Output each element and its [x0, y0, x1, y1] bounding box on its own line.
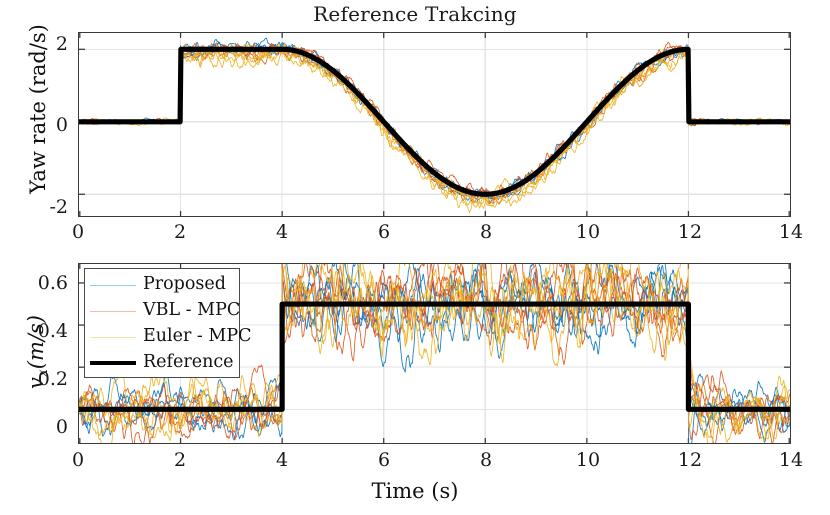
legend: Proposed VBL - MPC Euler - MPC Reference: [84, 268, 252, 378]
yaw-rate-xtick-0: 0: [71, 221, 85, 243]
legend-swatch-proposed: [90, 284, 136, 286]
legend-item-vbl-mpc[interactable]: VBL - MPC: [85, 298, 241, 324]
longitudinal-velocity-canvas: [79, 264, 790, 443]
vx-xtick-12: 12: [677, 449, 703, 471]
yaw-rate-ytick-2: 2: [55, 33, 68, 55]
vx-ytick-02: 0.2: [37, 368, 68, 390]
vx-xtick-14: 14: [778, 449, 804, 471]
legend-label-euler-mpc: Euler - MPC: [143, 326, 252, 347]
vx-ytick-04: 0.4: [37, 320, 68, 342]
vx-xtick-10: 10: [575, 449, 601, 471]
vx-xtick-0: 0: [71, 449, 85, 471]
x-axis-label: Time (s): [371, 479, 459, 503]
yaw-rate-xtick-8: 8: [479, 221, 493, 243]
legend-swatch-vbl-mpc: [90, 310, 136, 312]
yaw-rate-ytick-minus2: -2: [49, 196, 68, 218]
yaw-rate-xtick-2: 2: [173, 221, 187, 243]
chart-title: Reference Trakcing: [313, 2, 517, 26]
yaw-rate-xtick-12: 12: [677, 221, 703, 243]
legend-swatch-reference: [90, 361, 136, 365]
vx-xtick-2: 2: [173, 449, 187, 471]
vx-xtick-8: 8: [479, 449, 493, 471]
legend-item-euler-mpc[interactable]: Euler - MPC: [85, 324, 252, 350]
yaw-rate-canvas: [79, 33, 790, 216]
legend-label-proposed: Proposed: [143, 274, 226, 295]
vx-ytick-06: 0.6: [37, 272, 68, 294]
legend-label-reference: Reference: [143, 352, 234, 373]
vx-ytick-0: 0: [55, 416, 68, 438]
yaw-rate-xtick-6: 6: [377, 221, 391, 243]
yaw-rate-xtick-14: 14: [778, 221, 804, 243]
legend-label-vbl-mpc: VBL - MPC: [143, 300, 241, 321]
yaw-rate-xtick-10: 10: [575, 221, 601, 243]
legend-item-reference[interactable]: Reference: [85, 350, 239, 376]
yaw-rate-xtick-4: 4: [275, 221, 289, 243]
legend-swatch-euler-mpc: [90, 336, 136, 338]
vx-xtick-6: 6: [377, 449, 391, 471]
yaw-rate-plot-area: [78, 32, 791, 217]
yaw-rate-ytick-0: 0: [55, 114, 68, 136]
legend-item-proposed[interactable]: Proposed: [85, 272, 239, 298]
vx-xtick-4: 4: [275, 449, 289, 471]
